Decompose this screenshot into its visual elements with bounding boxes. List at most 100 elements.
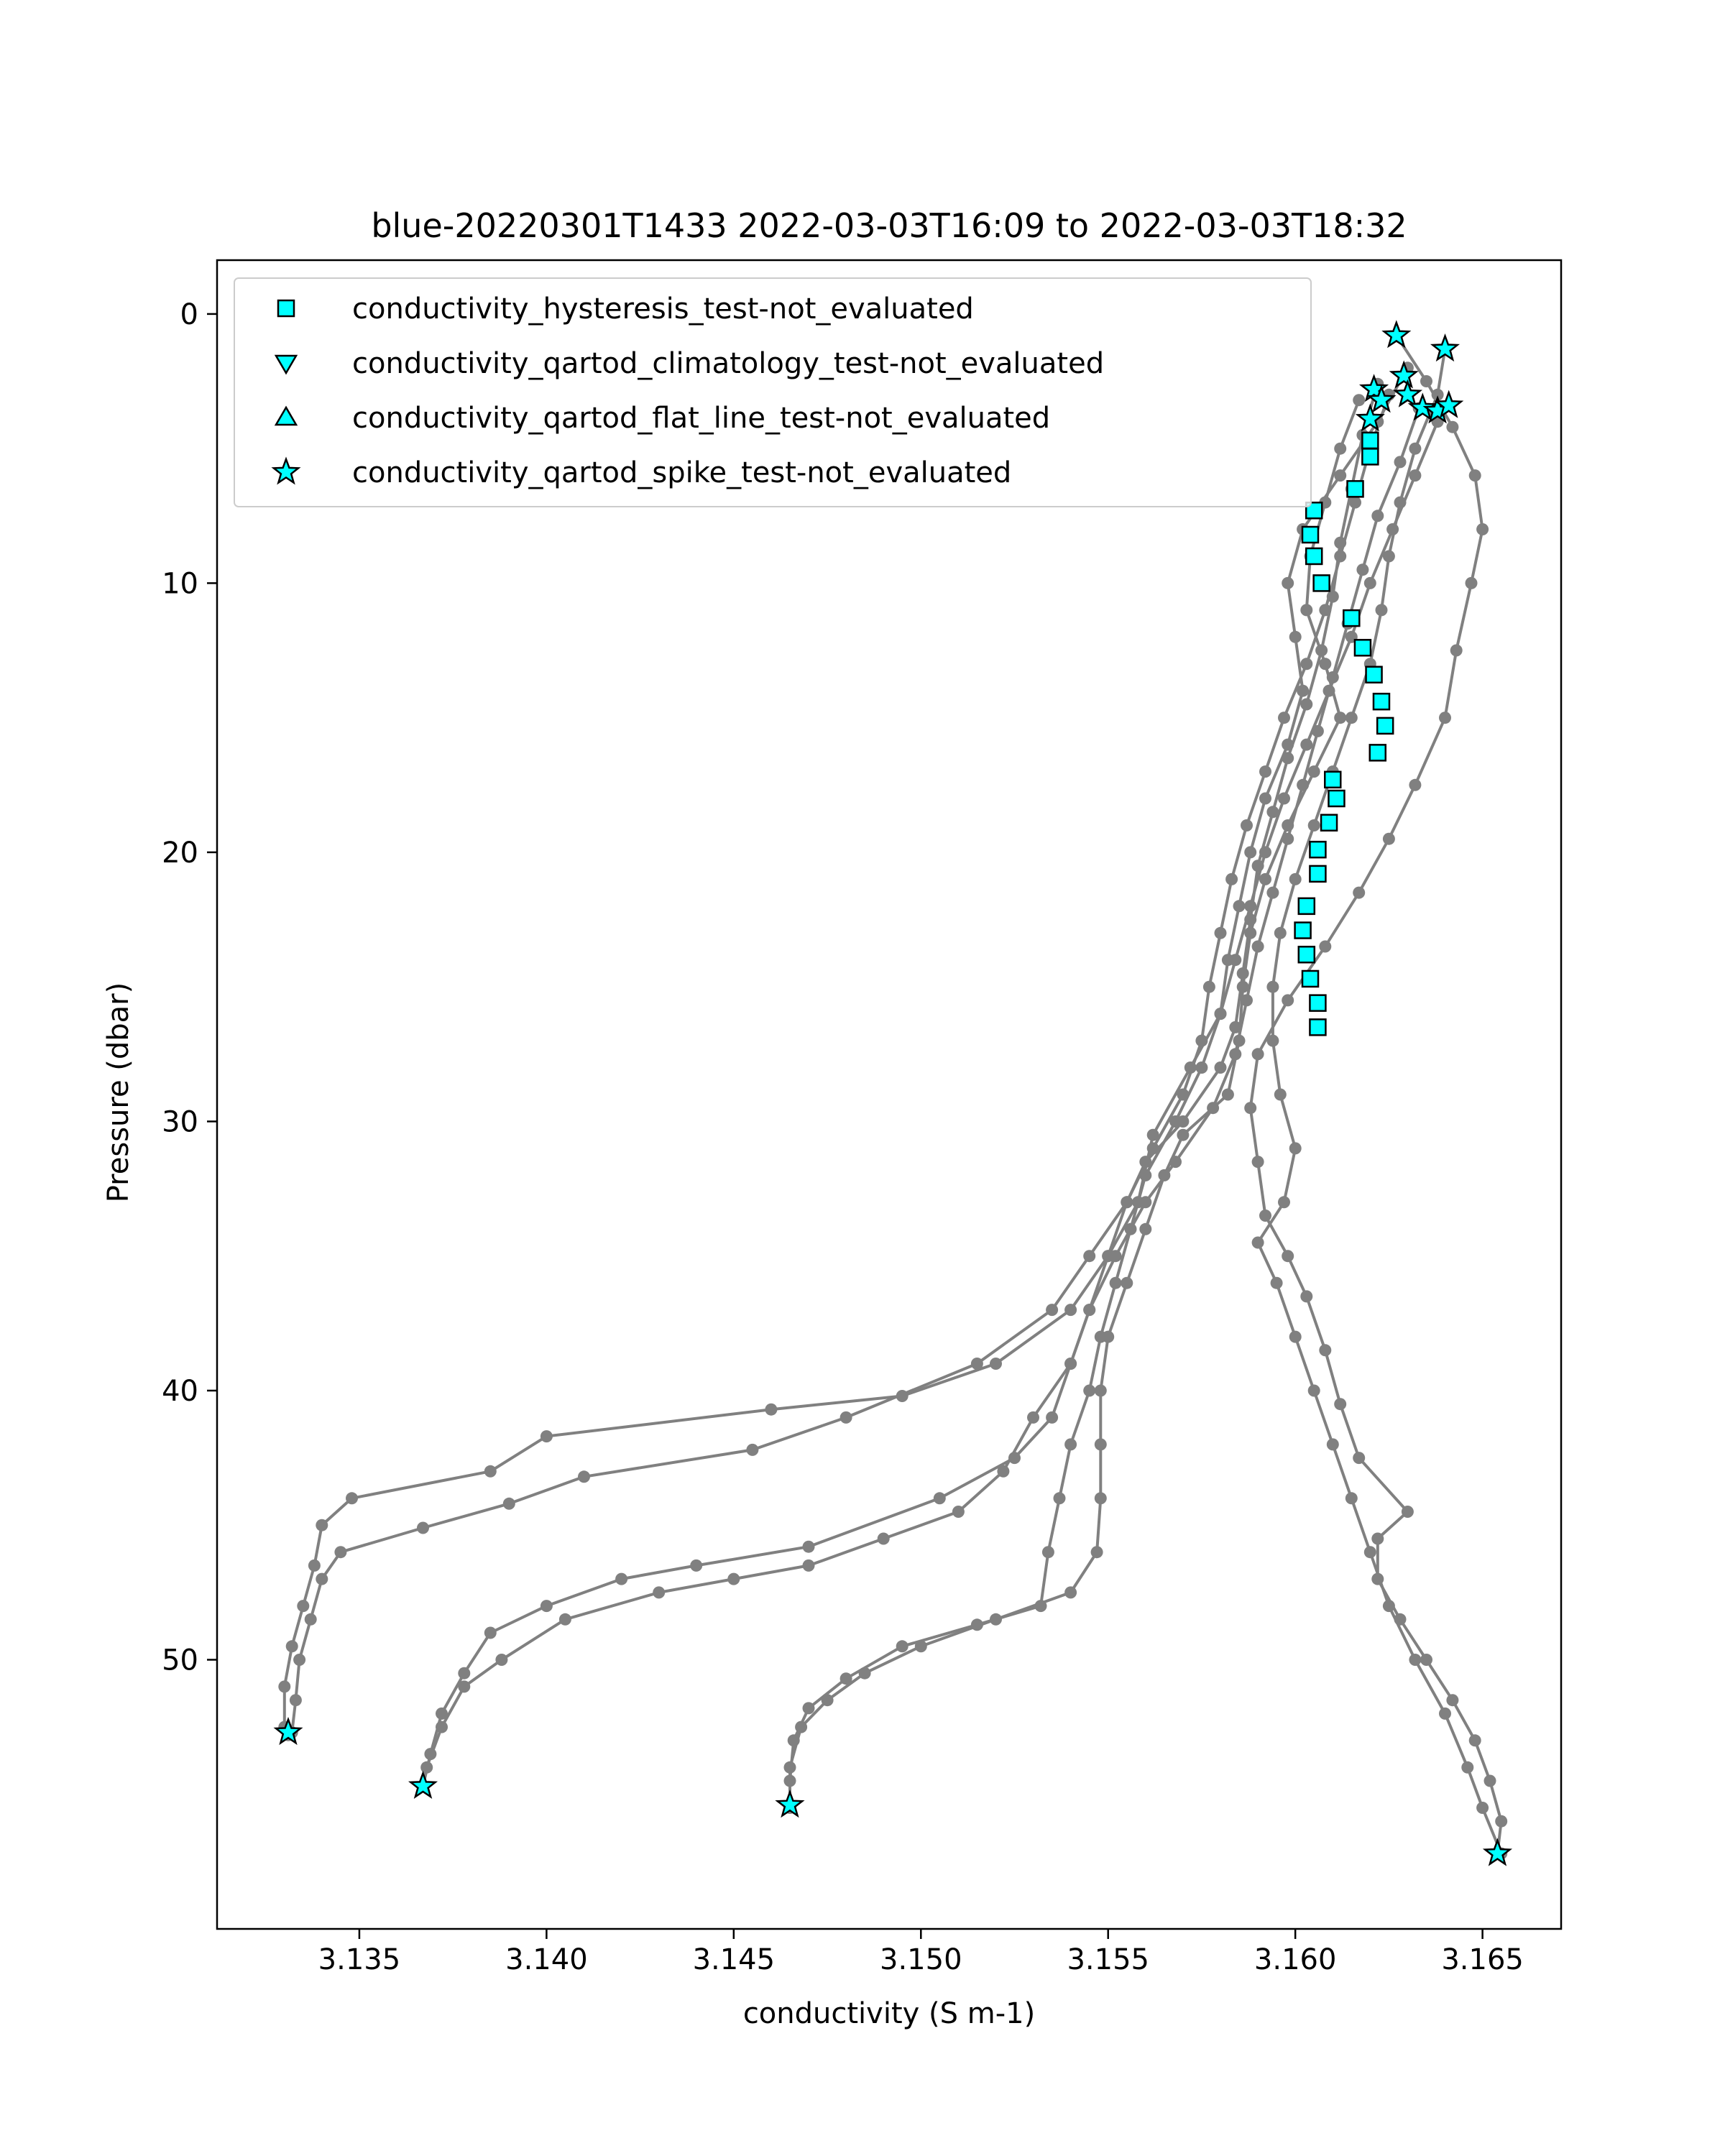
data-point xyxy=(1046,1304,1059,1317)
data-point xyxy=(1307,819,1320,831)
profile-line xyxy=(1256,349,1503,1854)
hysteresis-flag-marker xyxy=(1305,547,1323,566)
data-point xyxy=(1446,1694,1459,1707)
data-point xyxy=(1307,765,1320,778)
data-point xyxy=(1139,1196,1152,1209)
data-point xyxy=(1334,1398,1347,1411)
data-point xyxy=(1214,926,1227,939)
data-point xyxy=(1251,940,1264,953)
data-point xyxy=(1409,1654,1422,1666)
data-point xyxy=(1146,1142,1159,1155)
data-point xyxy=(1297,684,1310,697)
data-point xyxy=(1064,1358,1077,1370)
data-point xyxy=(1353,886,1366,899)
data-point xyxy=(1289,630,1302,643)
legend-marker xyxy=(271,456,301,485)
data-point xyxy=(1319,604,1332,617)
data-point xyxy=(896,1640,908,1653)
data-point xyxy=(1363,1546,1376,1559)
data-point xyxy=(1274,926,1287,939)
data-point xyxy=(1195,1034,1208,1047)
legend-marker xyxy=(274,405,298,426)
data-point xyxy=(484,1626,497,1639)
data-point xyxy=(1241,994,1253,1007)
data-point xyxy=(1233,900,1246,913)
data-point xyxy=(1053,1492,1066,1505)
chart-title: blue-20220301T1433 2022-03-03T16:09 to 2… xyxy=(371,206,1407,245)
data-point xyxy=(1468,469,1481,482)
data-point xyxy=(1334,469,1347,482)
data-point xyxy=(1278,711,1290,724)
legend-entry: conductivity_qartod_flat_line_test-not_e… xyxy=(274,402,1050,435)
data-point xyxy=(1251,1048,1264,1061)
data-point xyxy=(1124,1222,1137,1235)
data-point xyxy=(1064,1304,1077,1317)
data-point xyxy=(1229,954,1242,967)
data-point xyxy=(1353,1452,1366,1465)
data-point xyxy=(1207,1102,1220,1115)
legend-label: conductivity_qartod_climatology_test-not… xyxy=(352,347,1104,380)
data-point xyxy=(877,1532,890,1545)
data-point xyxy=(1431,388,1444,401)
x-axis: 3.135 3.140 3.145 3.150 3.155 3.160 3.165 xyxy=(318,1929,1524,1976)
data-point xyxy=(1382,832,1395,845)
hysteresis-flag-marker xyxy=(1368,744,1387,762)
data-point xyxy=(1195,1061,1208,1074)
hysteresis-flag-marker xyxy=(1297,897,1316,916)
data-point xyxy=(1345,1492,1358,1505)
x-tick-label: 3.165 xyxy=(1441,1943,1524,1976)
data-point xyxy=(1476,1802,1489,1814)
data-point xyxy=(1229,1021,1242,1033)
data-point xyxy=(840,1411,852,1424)
data-point xyxy=(690,1559,703,1572)
data-point xyxy=(278,1680,291,1693)
data-point xyxy=(1382,1600,1395,1613)
data-point xyxy=(1450,644,1463,657)
data-point xyxy=(436,1707,448,1720)
data-point xyxy=(1046,1411,1059,1424)
data-point xyxy=(1282,994,1294,1007)
data-point xyxy=(1139,1169,1152,1181)
data-point xyxy=(1476,523,1489,535)
data-point xyxy=(802,1702,815,1715)
data-point xyxy=(578,1470,590,1483)
data-point xyxy=(1386,523,1399,535)
y-tick-label: 0 xyxy=(180,298,198,331)
data-point xyxy=(1236,967,1249,980)
data-point xyxy=(783,1774,796,1787)
data-point xyxy=(1319,1344,1332,1357)
data-point xyxy=(334,1546,347,1559)
data-point xyxy=(746,1443,759,1456)
data-point xyxy=(1274,1088,1287,1101)
legend-label: conductivity_qartod_spike_test-not_evalu… xyxy=(352,456,1011,489)
hysteresis-flag-marker xyxy=(1305,502,1323,520)
spike-flag-marker xyxy=(408,1770,438,1800)
spike-flag-marker xyxy=(1355,403,1385,432)
data-point xyxy=(289,1694,302,1707)
y-tick-label: 30 xyxy=(162,1105,198,1138)
legend-label: conductivity_qartod_flat_line_test-not_e… xyxy=(352,402,1050,435)
data-point xyxy=(1251,1156,1264,1169)
data-point xyxy=(970,1358,983,1370)
data-point xyxy=(1375,604,1388,617)
data-point xyxy=(1259,765,1271,778)
data-point xyxy=(1266,806,1279,819)
spike-flag-marker xyxy=(1430,333,1460,362)
data-point xyxy=(1300,698,1313,711)
data-point xyxy=(484,1465,497,1478)
legend-entry: conductivity_qartod_spike_test-not_evalu… xyxy=(271,456,1011,489)
y-tick-label: 40 xyxy=(162,1375,198,1408)
data-point xyxy=(1371,510,1384,522)
hysteresis-flag-marker xyxy=(1365,665,1383,684)
data-point xyxy=(540,1430,553,1443)
legend-marker xyxy=(277,299,295,318)
data-point xyxy=(1300,738,1313,751)
data-point xyxy=(1371,1532,1384,1545)
data-point xyxy=(1315,644,1328,657)
data-point xyxy=(1420,1654,1432,1666)
data-point xyxy=(1266,1034,1279,1047)
data-point xyxy=(1121,1196,1133,1209)
hysteresis-flag-marker xyxy=(1343,609,1361,627)
data-point xyxy=(1282,1250,1294,1263)
